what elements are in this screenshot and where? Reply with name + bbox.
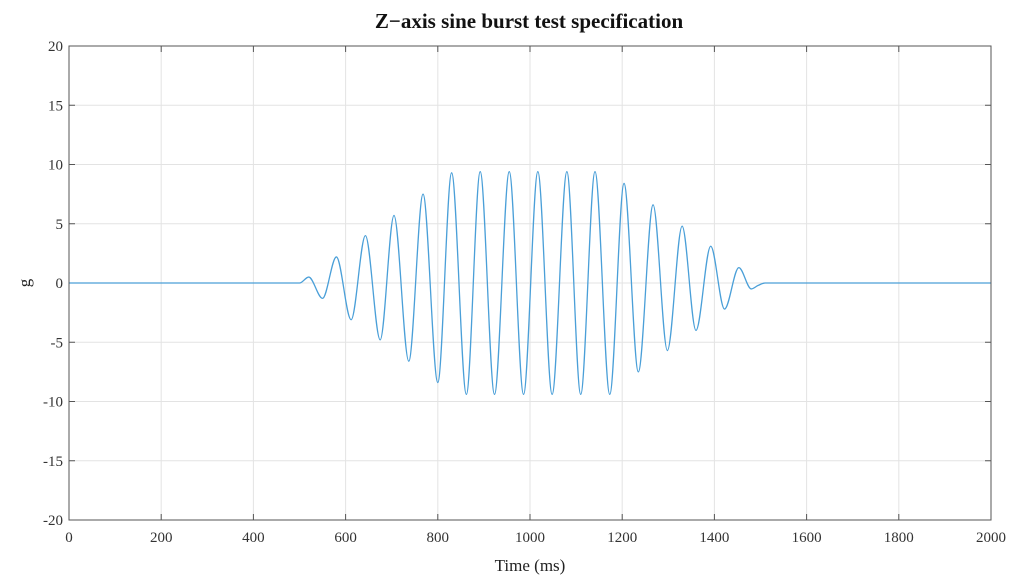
data-point <box>566 171 568 173</box>
data-point <box>299 282 301 284</box>
y-tick-label: 10 <box>48 158 63 174</box>
data-point <box>652 204 654 206</box>
data-point <box>551 393 553 395</box>
x-tick-label: 600 <box>334 530 357 546</box>
x-tick-label: 1200 <box>607 530 637 546</box>
y-tick-label: 15 <box>48 98 63 114</box>
data-point <box>738 267 740 269</box>
data-point <box>451 172 453 174</box>
data-point <box>479 171 481 173</box>
data-point <box>623 182 625 184</box>
data-point <box>465 393 467 395</box>
data-point <box>609 393 611 395</box>
axis-ticks: 0 200 400 600 800 1000 1200 1400 1600 1800 2000 20 1… <box>43 39 1006 546</box>
data-point <box>422 193 424 195</box>
data-point <box>350 319 352 321</box>
data-point <box>508 171 510 173</box>
y-tick-label: 0 <box>56 276 64 292</box>
y-axis-label: g <box>15 278 34 287</box>
data-point <box>710 245 712 247</box>
data-point <box>308 276 310 278</box>
data-point <box>594 171 596 173</box>
data-point <box>364 235 366 237</box>
x-tick-label: 1600 <box>792 530 822 546</box>
x-tick-label: 1400 <box>699 530 729 546</box>
y-tick-label: -10 <box>43 395 63 411</box>
data-point <box>750 288 752 290</box>
y-tick-label: 20 <box>48 39 63 55</box>
y-tick-label: -15 <box>43 454 63 470</box>
y-tick-label: -20 <box>43 513 63 529</box>
series-line <box>68 170 991 396</box>
data-point <box>322 297 324 299</box>
y-tick-label: 5 <box>56 217 64 233</box>
x-tick-label: 800 <box>427 530 450 546</box>
data-point <box>393 214 395 216</box>
data-point <box>637 371 639 373</box>
data-point <box>335 256 337 258</box>
plot-frame <box>68 45 992 521</box>
data-point <box>379 339 381 341</box>
x-tick-label: 1000 <box>515 530 545 546</box>
x-tick-label: 400 <box>242 530 265 546</box>
x-tick-label: 1800 <box>884 530 914 546</box>
data-point <box>523 393 525 395</box>
series-layer <box>68 170 991 396</box>
y-tick-label: -5 <box>51 335 64 351</box>
data-point <box>437 382 439 384</box>
data-point <box>537 171 539 173</box>
data-point <box>764 282 766 284</box>
data-point <box>580 393 582 395</box>
x-tick-label: 200 <box>150 530 173 546</box>
data-point <box>757 284 759 286</box>
data-point <box>408 360 410 362</box>
data-point <box>494 393 496 395</box>
data-point <box>666 350 668 352</box>
x-tick-label: 2000 <box>976 530 1006 546</box>
data-point <box>695 329 697 331</box>
x-axis-label: Time (ms) <box>495 556 566 575</box>
chart-title: Z−axis sine burst test specification <box>375 9 684 33</box>
data-point <box>681 225 683 227</box>
data-point <box>724 308 726 310</box>
x-tick-label: 0 <box>65 530 73 546</box>
